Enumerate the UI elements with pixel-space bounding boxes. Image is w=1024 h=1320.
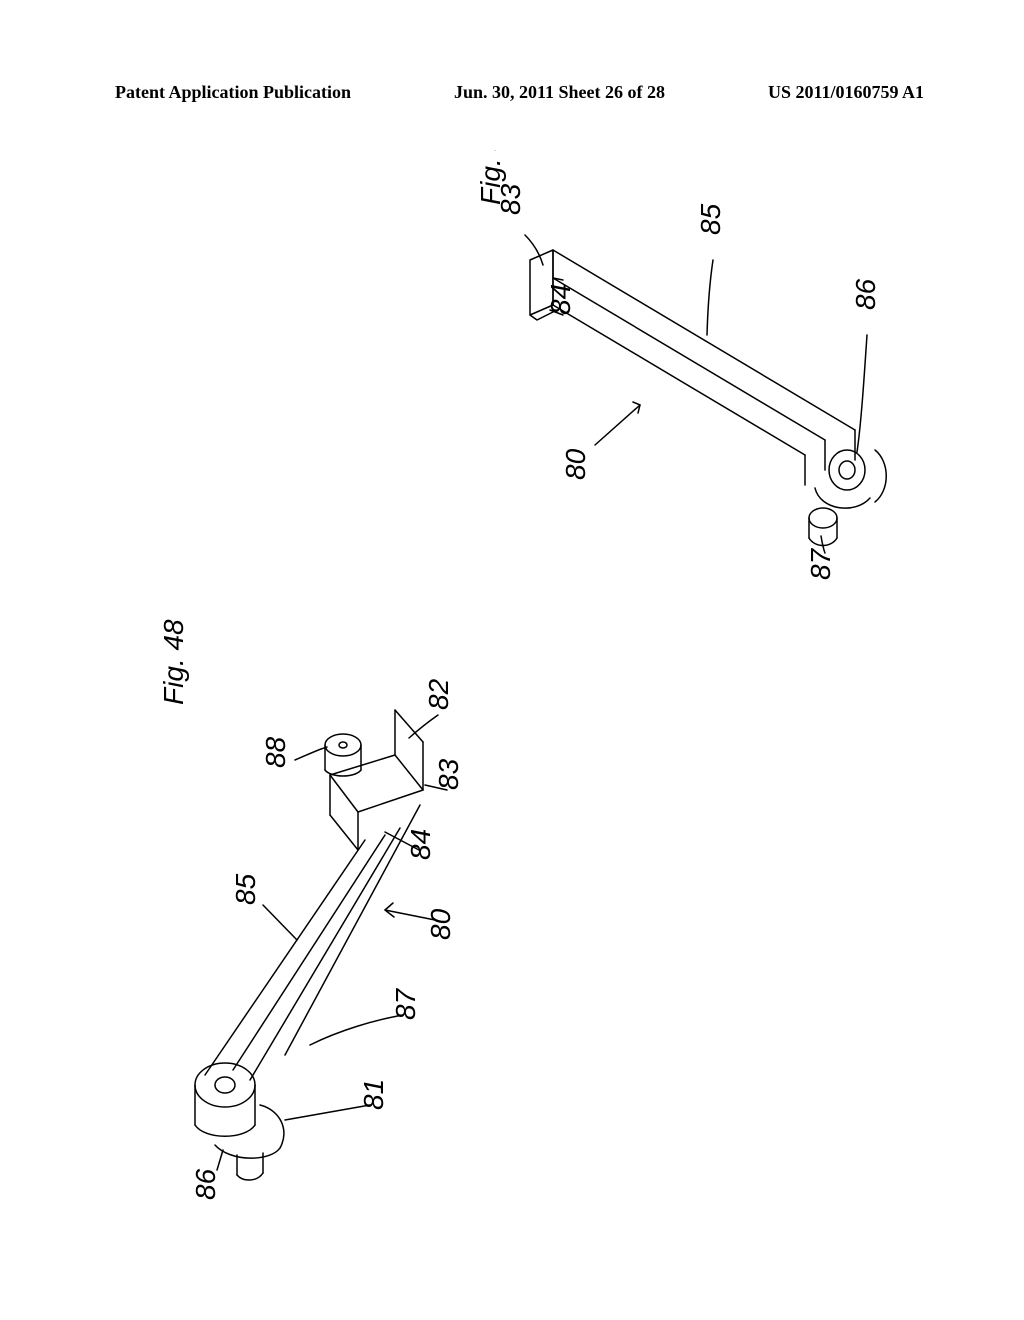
fig48-label-80: 80 (425, 908, 456, 940)
fig49-label-80: 80 (560, 448, 591, 480)
document-header: Patent Application Publication Jun. 30, … (0, 82, 1024, 103)
fig48-title: Fig. 48 (158, 619, 189, 705)
header-center: Jun. 30, 2011 Sheet 26 of 28 (454, 82, 665, 103)
fig49-drawing (530, 250, 886, 546)
fig48-label-81: 81 (358, 1079, 389, 1110)
fig48-label-83: 83 (433, 758, 464, 790)
fig48-label-82: 82 (423, 678, 454, 710)
fig49-label-83: 83 (495, 183, 526, 215)
fig49-label-86: 86 (850, 278, 881, 310)
header-right: US 2011/0160759 A1 (768, 82, 924, 103)
fig48-label-87: 87 (390, 987, 421, 1020)
fig49-labels: 83 84 85 80 86 87 (495, 183, 881, 580)
figure-canvas: Fig. 49 (85, 150, 940, 1210)
fig48-label-86: 86 (190, 1168, 221, 1200)
fig49-label-85: 85 (695, 203, 726, 235)
fig48-label-85: 85 (230, 873, 261, 905)
fig49-label-87: 87 (805, 547, 836, 580)
fig48-label-88: 88 (260, 736, 291, 768)
header-left: Patent Application Publication (115, 82, 351, 103)
